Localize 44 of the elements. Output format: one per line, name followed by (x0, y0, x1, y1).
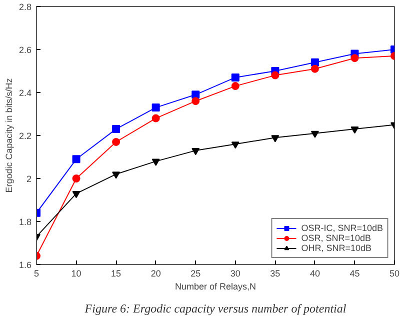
point (112, 125, 120, 134)
legend-label: OHR, SNR=10dB (301, 243, 372, 253)
y-tick-label: 1.8 (18, 217, 32, 227)
point (152, 104, 160, 112)
x-tick-label: 25 (190, 268, 201, 278)
point (152, 158, 160, 166)
x-tick-label: 10 (71, 268, 82, 278)
legend-label: OSR, SNR=10dB (301, 233, 371, 243)
point (350, 126, 359, 134)
y-tick-label: 2.2 (18, 131, 32, 141)
point (72, 191, 80, 198)
point (192, 90, 200, 99)
point (112, 172, 120, 179)
point (271, 135, 280, 142)
point (72, 174, 80, 182)
point (231, 142, 240, 149)
point (231, 82, 240, 90)
point (192, 148, 200, 156)
point (192, 97, 200, 106)
y-axis-title: Ergodic Capacity in bits/s/Hz (4, 78, 14, 193)
x-tick-label: 30 (230, 268, 240, 278)
x-tick-label: 35 (270, 268, 280, 278)
x-tick-label: 50 (389, 268, 400, 278)
caption: Figure 6: Ergodic capacity versus number of potential (84, 302, 347, 316)
y-tick-label: 2.8 (18, 2, 32, 12)
x-tick-label: 5 (34, 268, 40, 278)
point (310, 130, 319, 138)
x-tick-label: 45 (350, 268, 360, 278)
point (152, 114, 160, 122)
point (310, 64, 319, 73)
point (231, 73, 240, 82)
x-tick-label: 40 (310, 268, 320, 278)
x-tick-label: 15 (111, 268, 122, 278)
point (112, 138, 120, 146)
x-tick-label: 20 (150, 268, 161, 278)
y-tick-label: 2.4 (18, 88, 32, 98)
point (72, 155, 80, 164)
y-tick-label: 2.6 (18, 45, 32, 55)
point (271, 71, 280, 80)
x-axis-title: Number of Relays,N (174, 282, 256, 292)
y-tick-label: 1.6 (18, 260, 32, 270)
point (350, 54, 359, 62)
legend-label: OSR-IC, SNR=10dB (301, 223, 383, 233)
y-tick-label: 2 (26, 174, 32, 184)
